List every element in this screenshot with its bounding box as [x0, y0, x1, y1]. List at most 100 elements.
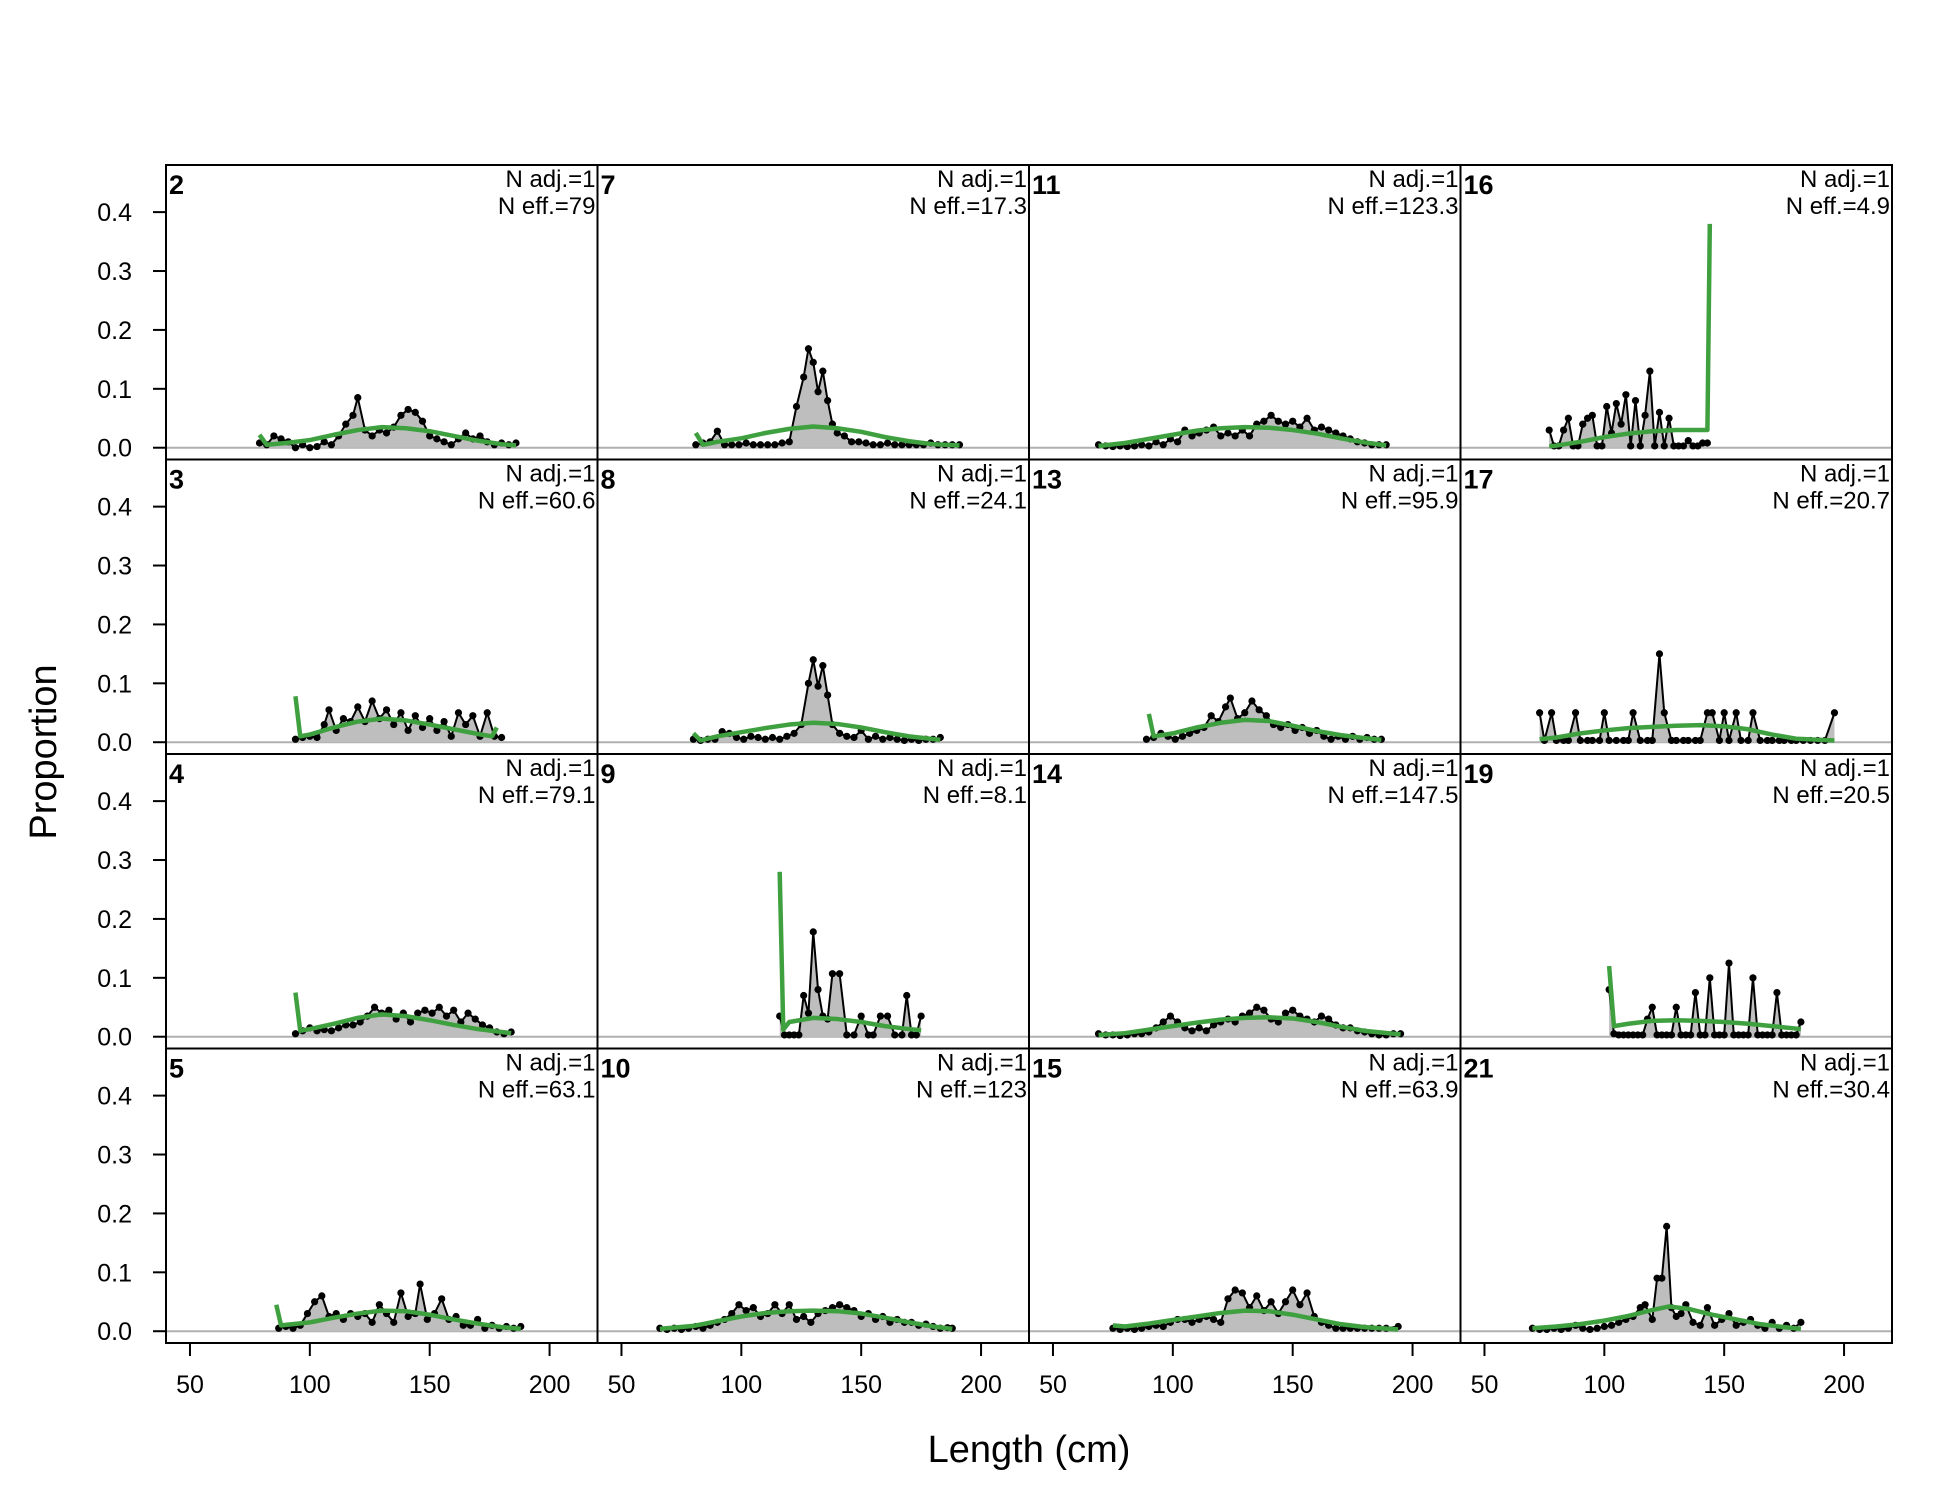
observed-point	[1679, 442, 1688, 450]
observed-point	[1274, 1018, 1282, 1026]
observed-point	[891, 441, 899, 449]
panel-border	[1459, 1047, 1893, 1344]
n-eff-label: N eff.=30.4	[1772, 1077, 1890, 1104]
observed-point	[713, 427, 721, 435]
observed-point	[1159, 1322, 1167, 1331]
observed-point	[749, 1304, 757, 1312]
observed-point	[771, 1301, 779, 1309]
observed-point	[747, 732, 755, 740]
observed-point	[1691, 988, 1700, 997]
observed-point	[1281, 420, 1290, 428]
observed-point	[354, 703, 362, 711]
observed-point	[893, 735, 901, 743]
observed-point	[742, 1307, 750, 1315]
n-adj-label: N adj.=1	[1368, 166, 1458, 193]
observed-point	[1612, 399, 1620, 408]
observed-point	[864, 735, 872, 743]
observed-point	[1262, 712, 1270, 720]
observed-point	[1631, 397, 1640, 405]
observed-point	[1672, 1003, 1680, 1011]
observed-point	[1209, 1021, 1218, 1029]
observed-point	[1665, 414, 1673, 422]
observed-point	[1617, 420, 1625, 428]
observed-point	[1624, 736, 1632, 745]
observed-point	[1639, 1031, 1647, 1039]
observed-point	[404, 1312, 412, 1321]
observed-point	[1648, 1003, 1656, 1011]
observed-point	[1564, 414, 1572, 422]
observed-point	[1744, 1031, 1752, 1039]
expected-line	[1146, 713, 1382, 743]
panel-19: 19 N adj.=1N eff.=20.5	[1459, 753, 1893, 1050]
observed-point	[375, 1301, 383, 1309]
observed-point	[1715, 736, 1723, 745]
observed-point	[819, 367, 827, 375]
n-eff-label: N eff.=123	[916, 1077, 1027, 1104]
observed-point	[809, 928, 817, 936]
observed-point	[1725, 1309, 1733, 1318]
observed-point	[761, 735, 769, 743]
observed-point	[828, 970, 837, 978]
observed-point	[804, 345, 813, 353]
observed-point	[1756, 736, 1764, 745]
observed-point	[404, 726, 412, 735]
observed-point	[339, 715, 347, 723]
n-adj-label: N adj.=1	[1368, 1050, 1458, 1077]
observed-point	[440, 718, 448, 726]
expected-line	[777, 871, 922, 1033]
observed-point	[1792, 1031, 1800, 1039]
observed-point	[435, 1003, 443, 1011]
observed-point	[1281, 1009, 1290, 1017]
observed-point	[469, 712, 477, 720]
observed-point	[891, 1031, 899, 1039]
observed-point	[1830, 709, 1839, 717]
observed-point	[1605, 736, 1613, 745]
observed-point	[327, 441, 336, 449]
observed-point	[1607, 1321, 1616, 1329]
observed-point	[800, 1312, 808, 1321]
observed-point	[1588, 411, 1596, 419]
observed-point	[1703, 1304, 1712, 1312]
y-tick-label: 0.1	[97, 965, 132, 993]
panel-5: 5 N adj.=1N eff.=63.1 0.0 0.1 0.2 0.3 0.4 50 100…	[97, 1047, 599, 1399]
observed-point	[414, 1009, 422, 1017]
observed-point	[807, 1318, 815, 1326]
observed-point	[450, 1006, 458, 1014]
expected-line	[1539, 722, 1835, 743]
observed-point	[1289, 1286, 1297, 1294]
observed-point	[1267, 1298, 1275, 1306]
observed-point	[291, 735, 300, 743]
observed-point	[356, 1018, 364, 1026]
observed-point	[1188, 1027, 1196, 1035]
observed-point	[382, 429, 391, 437]
observed-point	[836, 729, 844, 737]
observed-point	[1332, 1324, 1340, 1332]
observed-point	[433, 726, 441, 735]
observed-point	[1708, 709, 1716, 717]
x-tick-label: 50	[1039, 1371, 1067, 1399]
x-tick-label: 100	[1583, 1371, 1625, 1399]
observed-point	[1576, 736, 1584, 745]
n-adj-label: N adj.=1	[505, 461, 595, 488]
observed-point	[903, 991, 911, 1000]
observed-point	[1238, 1289, 1246, 1297]
observed-point	[1547, 709, 1556, 717]
observed-point	[879, 735, 887, 743]
observed-point	[771, 441, 779, 449]
panel-15: 15 N adj.=1N eff.=63.9 50 100 150 200	[1028, 1047, 1462, 1399]
observed-point	[440, 438, 448, 446]
observed-point	[447, 732, 455, 740]
observed-point	[397, 411, 405, 419]
observed-point	[426, 432, 434, 440]
observed-point	[824, 691, 832, 699]
x-axis-title: Length (cm)	[928, 1429, 1131, 1471]
observed-point	[349, 411, 357, 419]
observed-point	[416, 1280, 424, 1288]
observed-point	[498, 733, 506, 742]
n-eff-label: N eff.=8.1	[923, 782, 1027, 809]
observed-point	[1648, 736, 1656, 745]
observed-point	[1289, 417, 1297, 425]
y-tick-label: 0.1	[97, 376, 132, 404]
panel-9: 9 N adj.=1N eff.=8.1	[596, 753, 1030, 1050]
